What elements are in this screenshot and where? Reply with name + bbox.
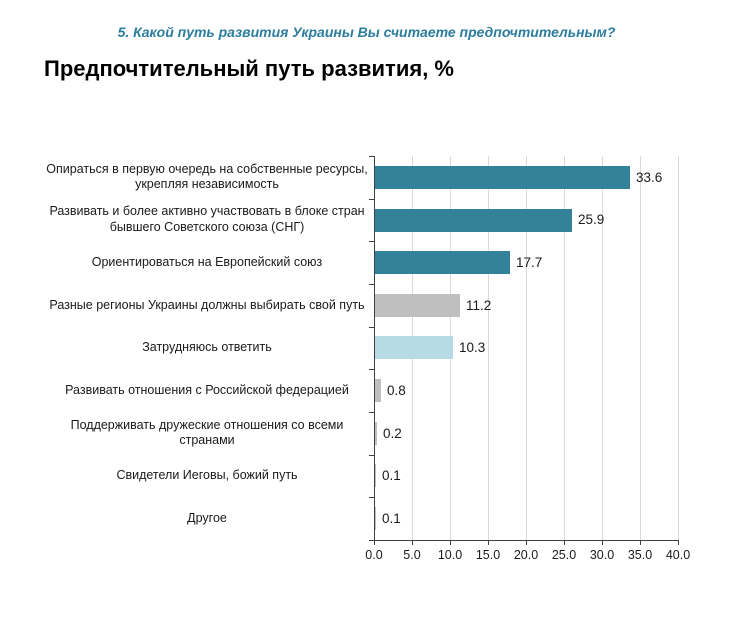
- gridline: [602, 156, 603, 540]
- x-tick-label: 0.0: [365, 548, 383, 562]
- category-label: Развивать отношения с Российской федерац…: [65, 382, 349, 397]
- bar: [375, 336, 453, 359]
- x-axis-tick: [488, 541, 489, 545]
- value-label: 17.7: [516, 255, 543, 271]
- bar: [375, 507, 376, 530]
- x-tick-label: 40.0: [665, 548, 691, 562]
- category-label: Опираться в первую очередь на собственны…: [46, 161, 368, 192]
- x-axis-tick: [412, 541, 413, 545]
- gridline: [488, 156, 489, 540]
- value-label: 11.2: [466, 297, 492, 313]
- value-label: 25.9: [578, 212, 605, 228]
- x-axis-line: [374, 540, 679, 541]
- question-title: 5. Какой путь развития Украины Вы считае…: [117, 24, 616, 40]
- category-label: Свидетели Иеговы, божий путь: [116, 468, 298, 483]
- y-axis-tick: [369, 241, 374, 242]
- value-label: 0.1: [382, 468, 401, 484]
- category-label: Поддерживать дружеские отношения со всем…: [70, 417, 344, 448]
- y-axis-tick: [369, 199, 374, 200]
- gridline: [678, 156, 679, 540]
- y-axis-tick: [369, 369, 374, 370]
- x-axis-tick: [640, 541, 641, 545]
- y-axis-tick: [369, 497, 374, 498]
- x-axis-tick: [374, 541, 375, 545]
- x-axis-tick: [450, 541, 451, 545]
- x-tick-label: 5.0: [403, 548, 421, 562]
- x-tick-label: 20.0: [513, 548, 539, 562]
- y-axis-tick: [369, 156, 374, 157]
- x-tick-label: 15.0: [475, 548, 501, 562]
- x-axis-tick: [564, 541, 565, 545]
- x-axis-tick: [526, 541, 527, 545]
- y-axis-line: [374, 156, 375, 541]
- x-tick-label: 35.0: [627, 548, 653, 562]
- y-axis-tick: [369, 284, 374, 285]
- gridline: [564, 156, 565, 540]
- x-tick-label: 25.0: [551, 548, 577, 562]
- y-axis-tick: [369, 455, 374, 456]
- bar: [375, 379, 381, 402]
- x-tick-label: 30.0: [589, 548, 615, 562]
- value-label: 33.6: [636, 169, 663, 185]
- category-label: Ориентироваться на Европейский союз: [91, 254, 323, 269]
- y-axis-tick: [369, 540, 374, 541]
- bar: [375, 209, 572, 232]
- gridline: [640, 156, 641, 540]
- value-label: 0.1: [382, 511, 401, 527]
- category-label: Развивать и более активно участвовать в …: [49, 204, 365, 234]
- bar: [375, 166, 630, 189]
- value-label: 0.8: [387, 383, 406, 399]
- y-axis-tick: [369, 412, 374, 413]
- category-label: Разные регионы Украины должны выбирать с…: [49, 297, 365, 312]
- bar: [375, 464, 376, 487]
- chart-title: Предпочтительный путь развития, %: [44, 56, 454, 81]
- x-axis-tick: [602, 541, 603, 545]
- bar: [375, 294, 460, 317]
- x-tick-label: 10.0: [437, 548, 463, 562]
- category-label: Затрудняюсь ответить: [142, 340, 272, 355]
- x-axis-tick: [678, 541, 679, 545]
- gridline: [526, 156, 527, 540]
- bar: [375, 251, 510, 274]
- value-label: 0.2: [383, 425, 402, 441]
- y-axis-tick: [369, 327, 374, 328]
- bar: [375, 422, 377, 445]
- value-label: 10.3: [459, 340, 486, 356]
- category-label: Другое: [187, 510, 227, 525]
